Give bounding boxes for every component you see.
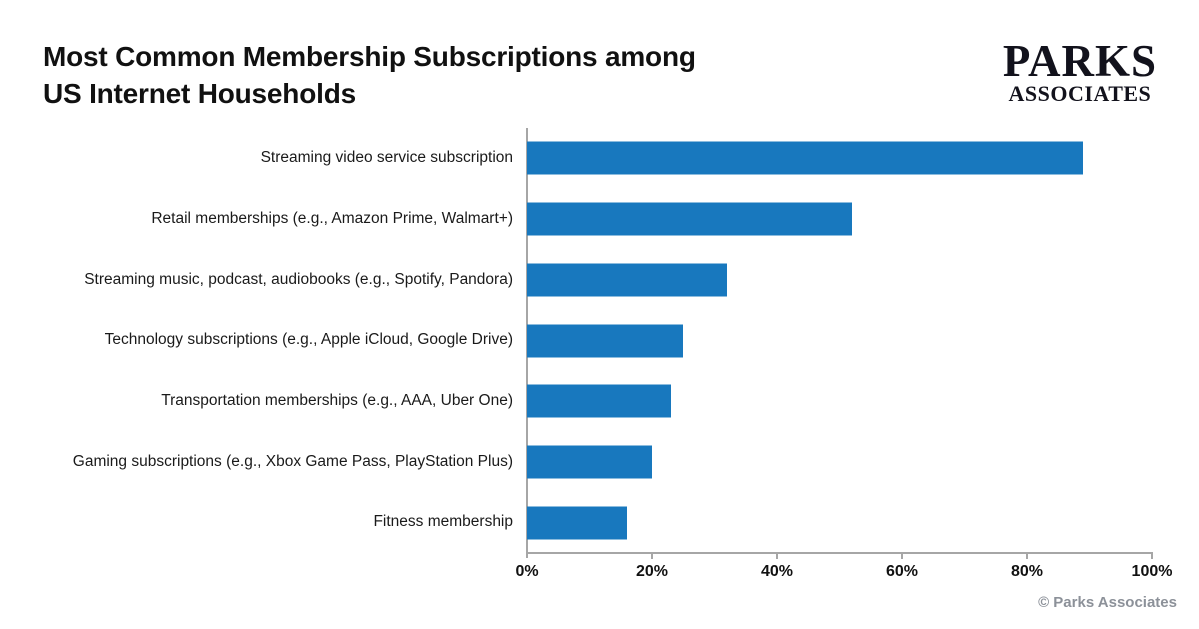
bar [527, 324, 684, 358]
chart-row: Streaming video service subscription [0, 128, 1199, 189]
category-label: Transportation memberships (e.g., AAA, U… [161, 391, 513, 409]
bar-track [527, 371, 1152, 432]
chart-row: Streaming music, podcast, audiobooks (e.… [0, 249, 1199, 310]
bar-track [527, 310, 1152, 371]
logo-wordmark-parks: PARKS [1002, 36, 1157, 86]
bar-track [527, 128, 1152, 189]
category-label: Streaming music, podcast, audiobooks (e.… [84, 270, 513, 288]
bar [527, 445, 652, 479]
tick-mark [1026, 554, 1028, 559]
bar-track [527, 492, 1152, 553]
bar-track [527, 189, 1152, 250]
tick-label: 40% [760, 563, 794, 580]
bar-chart: Streaming video service subscription Reta… [0, 128, 1199, 580]
tick-label: 20% [635, 563, 669, 580]
tick-label: 60% [885, 563, 919, 580]
tick-mark [651, 554, 653, 559]
logo-wordmark-associates: ASSOCIATES [1008, 81, 1152, 106]
bar [527, 384, 671, 418]
bar-track [527, 249, 1152, 310]
tick-label: 80% [1010, 563, 1044, 580]
bar [527, 506, 627, 540]
chart-title-line1: Most Common Membership Subscriptions amo… [43, 41, 696, 72]
category-label: Retail memberships (e.g., Amazon Prime, … [151, 209, 513, 227]
chart-row: Technology subscriptions (e.g., Apple iC… [0, 310, 1199, 371]
chart-title-line2: US Internet Households [43, 78, 356, 109]
chart-row: Transportation memberships (e.g., AAA, U… [0, 371, 1199, 432]
bar [527, 141, 1084, 175]
x-axis-ticks: 0% 20% 40% 60% 80% 100% [515, 552, 1172, 592]
tick-mark [901, 554, 903, 559]
category-label: Gaming subscriptions (e.g., Xbox Game Pa… [72, 452, 513, 470]
x-axis-line [526, 552, 1153, 554]
bar [527, 263, 727, 297]
tick-label: 0% [515, 563, 539, 580]
bar [527, 202, 852, 236]
category-label: Technology subscriptions (e.g., Apple iC… [104, 331, 513, 349]
category-label: Streaming video service subscription [260, 149, 513, 167]
parks-associates-logo: PARKS ASSOCIATES [1002, 36, 1157, 106]
chart-row: Retail memberships (e.g., Amazon Prime, … [0, 189, 1199, 250]
copyright-text: © Parks Associates [1038, 594, 1177, 611]
tick-mark [776, 554, 778, 559]
chart-row: Fitness membership [0, 492, 1199, 553]
chart-title: Most Common Membership Subscriptions amo… [43, 38, 696, 112]
bar-rows: Streaming video service subscription Reta… [0, 128, 1199, 553]
chart-row: Gaming subscriptions (e.g., Xbox Game Pa… [0, 432, 1199, 493]
category-label: Fitness membership [373, 513, 513, 531]
bar-track [527, 432, 1152, 493]
tick-label: 100% [1131, 563, 1173, 580]
tick-mark [1151, 554, 1153, 559]
